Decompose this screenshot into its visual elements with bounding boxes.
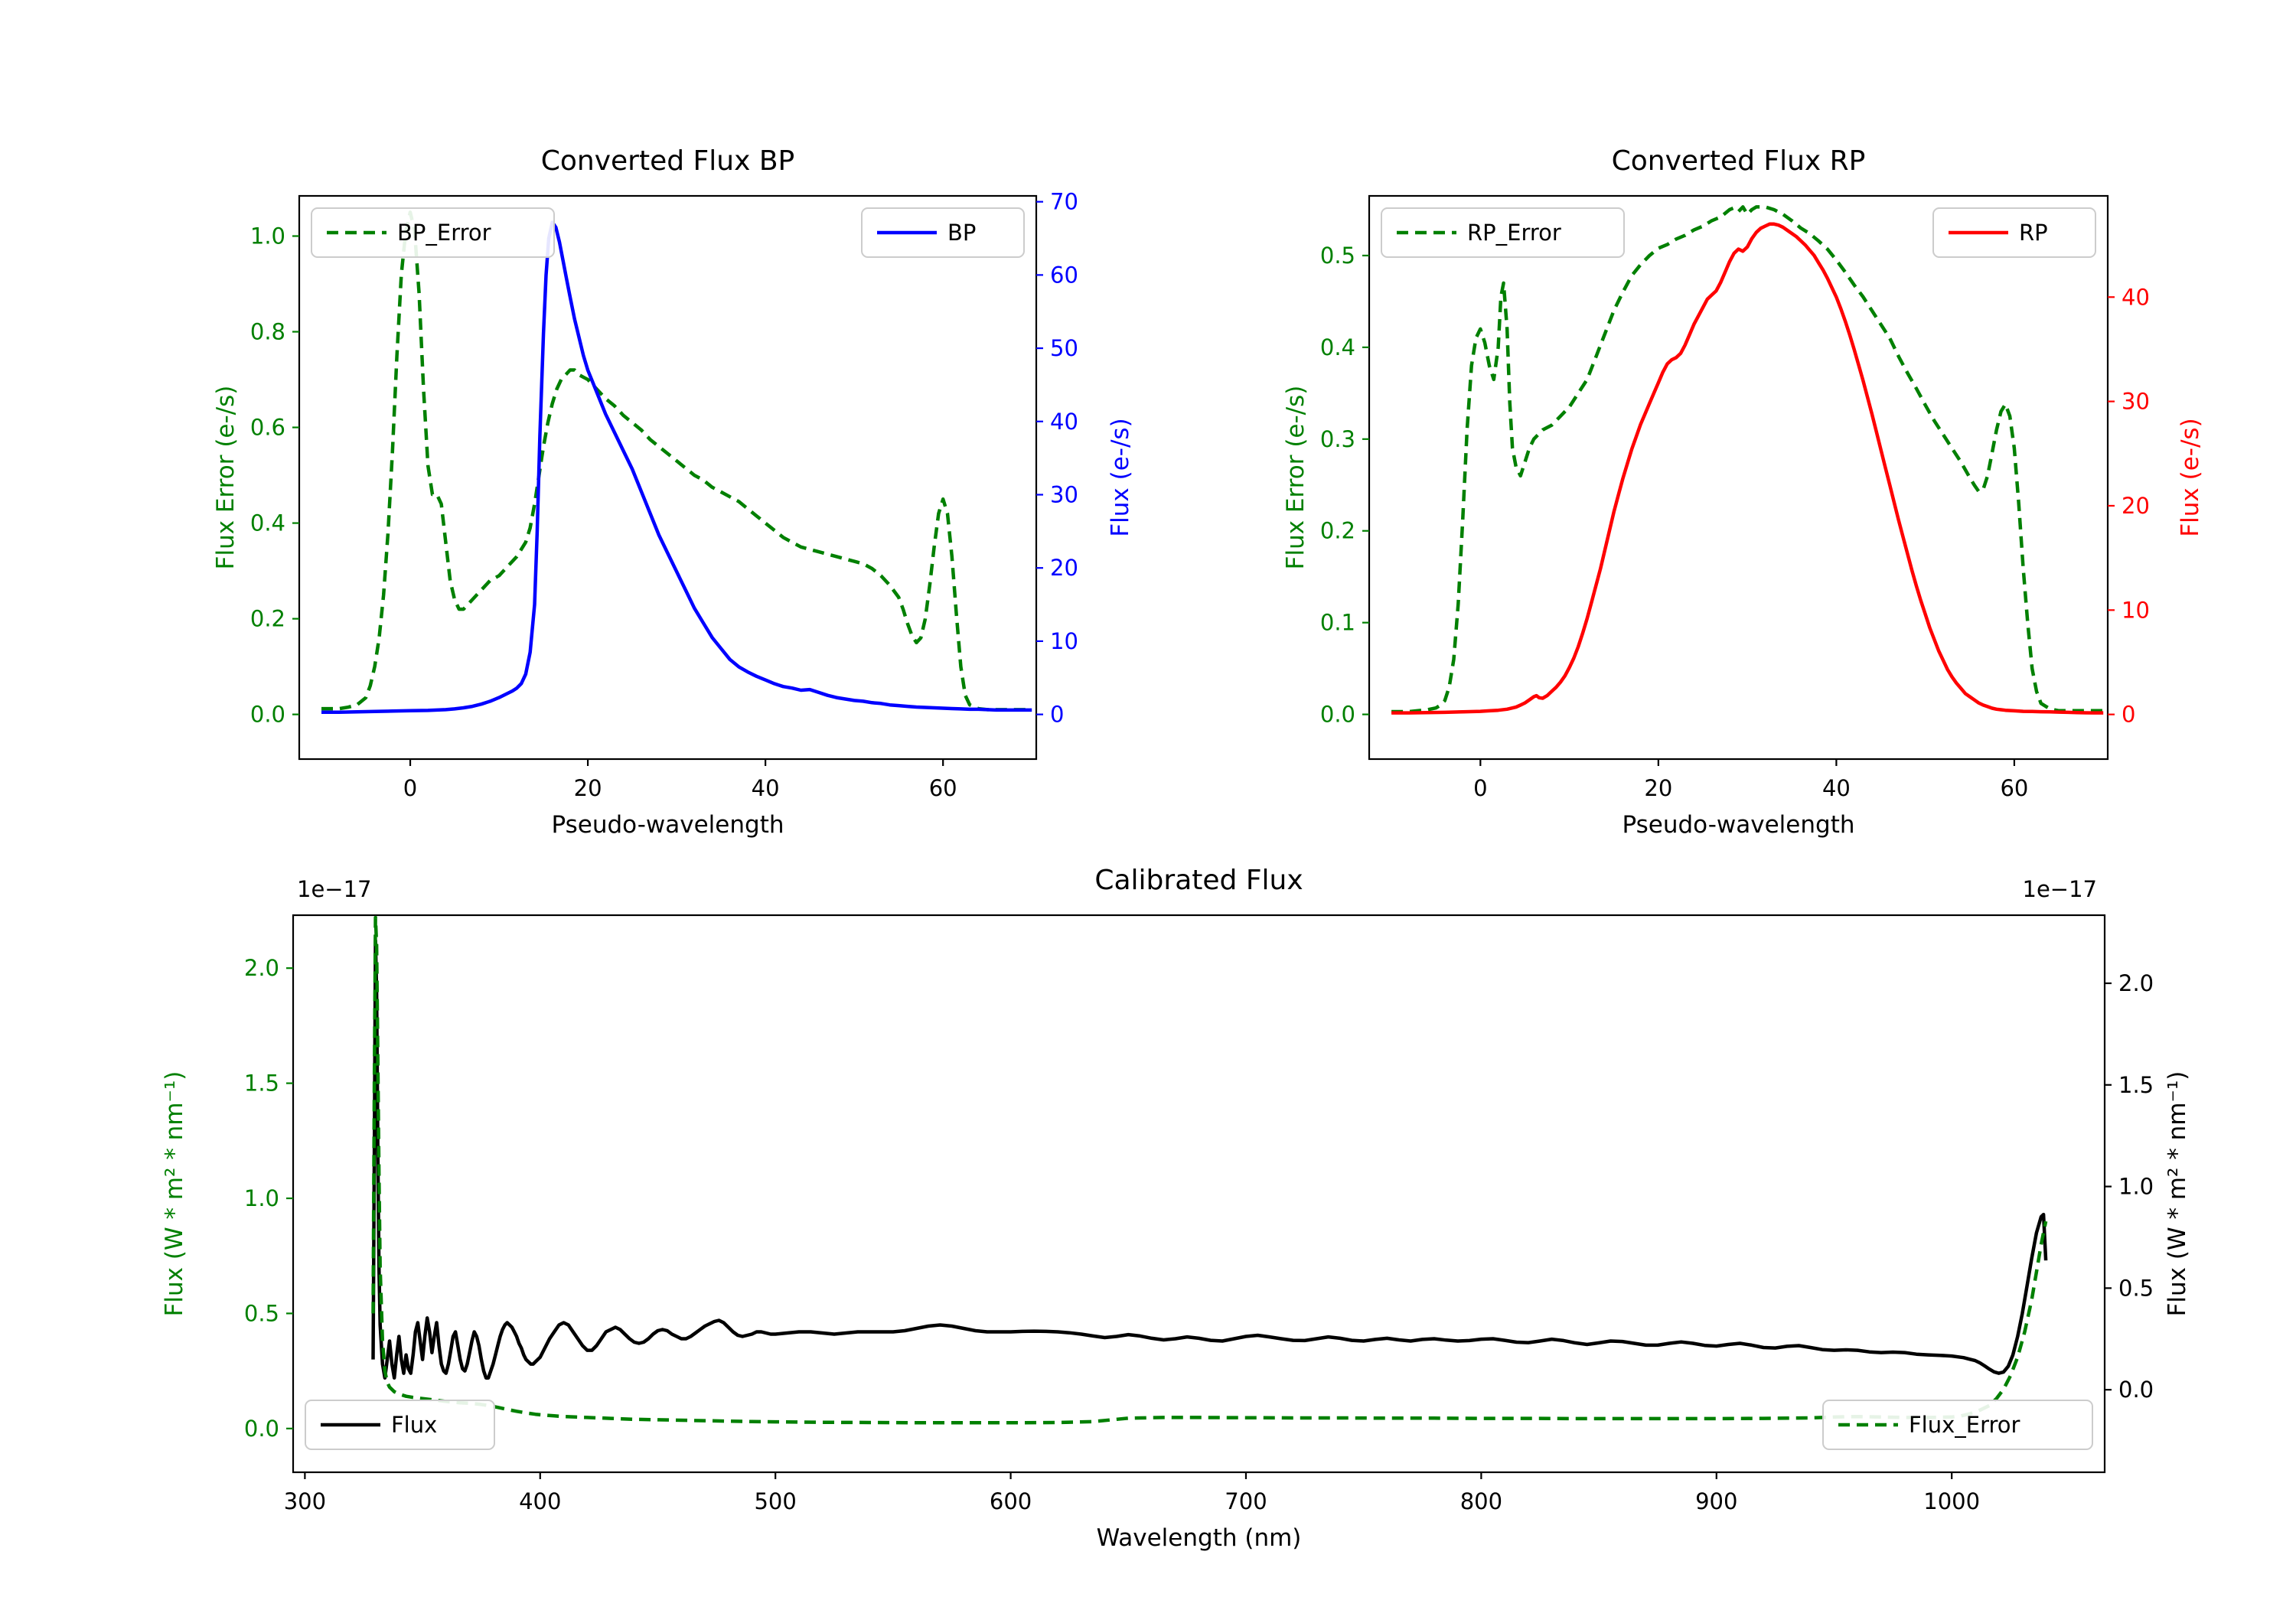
converted-flux-rp-right-tick-label: 20 [2122,493,2150,519]
converted-flux-rp-xtick-label: 40 [1822,775,1851,801]
calibrated-flux-xtick-label: 600 [990,1488,1032,1514]
calibrated-flux-xtick-label: 900 [1695,1488,1737,1514]
converted-flux-rp-spines [1368,194,2109,761]
converted-flux-bp-xaxis-label: Pseudo-wavelength [551,811,784,839]
calibrated-flux-right-axis-label: Flux (W * m² * nm⁻¹) [2164,1071,2191,1317]
converted-flux-bp-left-tick-label: 0.0 [250,702,285,728]
converted-flux-rp-xtick-label: 60 [2000,775,2028,801]
converted-flux-bp-series-bp_error [321,210,1032,712]
converted-flux-bp-spines [298,194,1038,761]
converted-flux-rp-right-tick-label: 30 [2122,389,2150,415]
converted-flux-rp-legend-label-rp_error: RP_Error [1467,220,1561,246]
calibrated-flux-series-flux [371,938,2048,1380]
converted-flux-rp-right-tick-label: 10 [2122,597,2150,623]
calibrated-flux-right-tick-label: 0.0 [2118,1377,2154,1403]
converted-flux-bp-right-tick-label: 20 [1050,555,1078,581]
converted-flux-rp-left-tick-label: 0.5 [1320,243,1355,269]
calibrated-flux: 300 400 500 600 700 800 900 1000 0.0 0.5 1.0 1.5 2.0… [161,865,2191,1552]
converted-flux-rp-right-tick-label: 40 [2122,284,2150,310]
converted-flux-bp-left-tick-label: 1.0 [250,223,285,249]
converted-flux-rp-left-axis-label: Flux Error (e-/s) [1282,386,1309,570]
converted-flux-bp-legend-box-bp [861,207,1025,258]
converted-flux-bp-left-tick-label: 0.4 [250,510,285,536]
converted-flux-bp-legend-label-bp_error: BP_Error [397,220,491,246]
converted-flux-bp-legend-label-bp: BP [947,220,976,246]
calibrated-flux-left-offset-text: 1e−17 [297,876,372,902]
converted-flux-bp-right-tick-label: 60 [1050,262,1078,288]
converted-flux-bp-right-tick-label: 30 [1050,481,1078,507]
converted-flux-rp-right-tick-label: 0 [2122,702,2135,728]
converted-flux-rp-left-tick-label: 0.2 [1320,518,1355,544]
converted-flux-bp-left-tick-label: 0.2 [250,606,285,632]
calibrated-flux-xtick-label: 400 [519,1488,561,1514]
converted-flux-rp-left-tick-label: 0.1 [1320,610,1355,636]
converted-flux-bp-left-tick-label: 0.8 [250,319,285,345]
calibrated-flux-right-tick-label: 2.0 [2118,970,2154,996]
calibrated-flux-xaxis-label: Wavelength (nm) [1097,1524,1302,1552]
converted-flux-rp-legend-box-rp_error [1381,207,1625,258]
calibrated-flux-left-tick-label: 1.5 [244,1071,279,1097]
calibrated-flux-left-tick-label: 0.5 [244,1300,279,1326]
calibrated-flux-legend-box-flux_error [1822,1400,2093,1450]
converted-flux-bp-right-tick-label: 10 [1050,628,1078,654]
calibrated-flux-legend-label-flux_error: Flux_Error [1909,1412,2020,1438]
calibrated-flux-xtick-label: 1000 [1923,1488,1980,1514]
converted-flux-rp-left-tick-label: 0.0 [1320,702,1355,728]
calibrated-flux-right-tick-label: 1.0 [2118,1174,2154,1200]
calibrated-flux-right-tick-label: 1.5 [2118,1072,2154,1098]
calibrated-flux-legend-label-flux: Flux [391,1412,437,1438]
converted-flux-rp-left-tick-label: 0.4 [1320,334,1355,360]
calibrated-flux-xtick-label: 500 [754,1488,796,1514]
converted-flux-bp-legend-box-bp_error [311,207,555,258]
converted-flux-rp-xtick-label: 20 [1644,775,1672,801]
converted-flux-bp-left-axis-label: Flux Error (e-/s) [212,386,240,570]
calibrated-flux-left-tick-label: 0.0 [244,1416,279,1442]
converted-flux-bp-title: Converted Flux BP [541,145,794,177]
converted-flux-rp-left-tick-label: 0.3 [1320,426,1355,452]
converted-flux-rp-legend-label-rp: RP [2019,220,2048,246]
calibrated-flux-right-tick-label: 0.5 [2118,1275,2154,1301]
calibrated-flux-right-offset-text: 1e−17 [2023,876,2098,902]
calibrated-flux-xtick-label: 300 [284,1488,326,1514]
converted-flux-bp-left-tick-label: 0.6 [250,415,285,441]
converted-flux-rp-series-rp [1391,222,2104,715]
converted-flux-bp-right-tick-label: 40 [1050,409,1078,435]
converted-flux-bp-right-tick-label: 50 [1050,335,1078,361]
converted-flux-bp-right-axis-label: Flux (e-/s) [1107,418,1134,536]
calibrated-flux-spines [292,914,2106,1474]
converted-flux-bp-xtick-label: 0 [403,775,417,801]
converted-flux-rp-legend-box-rp [1932,207,2096,258]
converted-flux-rp-xtick-label: 0 [1473,775,1487,801]
converted-flux-rp-title: Converted Flux RP [1612,145,1866,177]
calibrated-flux-title: Calibrated Flux [1094,865,1303,896]
converted-flux-rp: 0 20 40 60 0.0 0.1 0.2 0.3 0.4 0.5 Flux Error (e-/… [1282,145,2204,839]
converted-flux-bp-right-tick-label: 0 [1050,702,1064,728]
converted-flux-bp-xtick-label: 20 [574,775,602,801]
calibrated-flux-legend-box-flux [305,1400,495,1450]
calibrated-flux-xtick-label: 700 [1225,1488,1267,1514]
calibrated-flux-xtick-label: 800 [1460,1488,1502,1514]
converted-flux-bp-series-bp [321,220,1032,714]
converted-flux-bp: 0 20 40 60 0.0 0.2 0.4 0.6 0.8 1.0 Flux Error (e-/… [212,145,1134,839]
calibrated-flux-left-axis-label: Flux (W * m² * nm⁻¹) [161,1071,188,1317]
converted-flux-rp-series-rp_error [1391,205,2104,714]
converted-flux-rp-right-axis-label: Flux (e-/s) [2177,418,2204,536]
converted-flux-bp-xtick-label: 40 [752,775,780,801]
converted-flux-bp-right-tick-label: 70 [1050,189,1078,215]
converted-flux-bp-xtick-label: 60 [929,775,957,801]
calibrated-flux-left-tick-label: 2.0 [244,955,279,981]
converted-flux-rp-xaxis-label: Pseudo-wavelength [1622,811,1854,839]
calibrated-flux-left-tick-label: 1.0 [244,1185,279,1211]
